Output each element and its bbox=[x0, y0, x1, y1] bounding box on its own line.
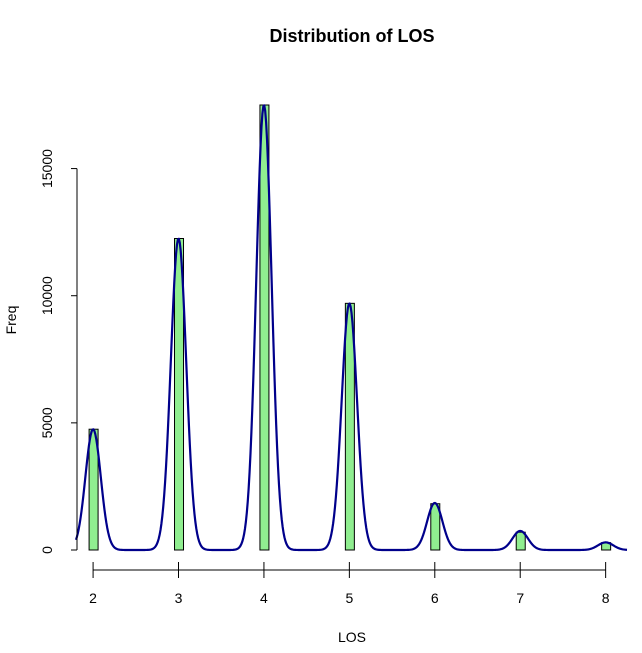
x-tick-label-3: 3 bbox=[175, 590, 183, 606]
y-axis-label: Freq bbox=[3, 306, 19, 335]
x-tick-label-2: 2 bbox=[89, 590, 97, 606]
bar-7 bbox=[515, 531, 526, 551]
bars-group bbox=[88, 104, 612, 551]
y-tick-label-5000: 5000 bbox=[39, 407, 55, 438]
density-curve bbox=[74, 104, 628, 552]
y-axis: 0 5000 10000 15000 bbox=[39, 149, 78, 554]
x-tick-label-6: 6 bbox=[431, 590, 439, 606]
y-tick-label-0: 0 bbox=[39, 546, 55, 554]
x-axis-label: LOS bbox=[338, 629, 366, 645]
x-tick-label-4: 4 bbox=[260, 590, 268, 606]
x-tick-label-8: 8 bbox=[602, 590, 610, 606]
x-axis: 2 3 4 5 6 7 8 bbox=[89, 562, 610, 606]
chart-title: Distribution of LOS bbox=[270, 26, 435, 46]
x-tick-label-5: 5 bbox=[345, 590, 353, 606]
y-tick-label-15000: 15000 bbox=[39, 149, 55, 188]
y-tick-label-10000: 10000 bbox=[39, 276, 55, 315]
x-tick-label-7: 7 bbox=[516, 590, 524, 606]
density-group bbox=[74, 104, 628, 552]
